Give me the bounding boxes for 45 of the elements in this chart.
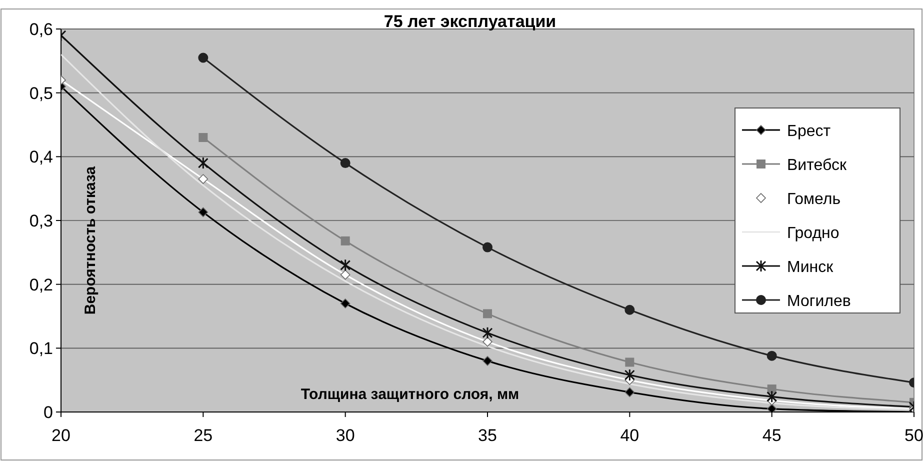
y-tick-label: 0,2 — [29, 275, 53, 294]
legend-label: Гомель — [787, 191, 841, 208]
point — [198, 133, 208, 142]
x-tick-label: 30 — [336, 426, 355, 445]
point — [482, 356, 492, 366]
y-tick-label: 0,1 — [29, 339, 53, 358]
point — [482, 326, 493, 340]
point — [340, 236, 350, 246]
point — [766, 390, 778, 403]
point — [198, 156, 208, 170]
point — [198, 174, 208, 184]
y-tick-label: 0,3 — [29, 212, 53, 230]
y-axis-title: Вероятность отказа — [82, 166, 99, 315]
point — [340, 270, 350, 280]
legend-label: Минск — [787, 259, 834, 276]
point — [624, 387, 635, 398]
point — [766, 350, 777, 361]
x-tick-label: 25 — [194, 426, 213, 445]
x-axis-title: Толщина защитного слоя, мм — [300, 386, 520, 403]
legend-label: Витебск — [787, 157, 848, 174]
point — [766, 404, 777, 412]
point — [482, 336, 492, 347]
legend-label: Гродно — [787, 225, 840, 242]
point — [482, 242, 492, 252]
x-tick-label: 50 — [904, 426, 923, 445]
y-tick-label: 0,4 — [29, 148, 53, 167]
x-tick-label: 45 — [762, 426, 782, 445]
y-tick-label: 0 — [44, 403, 53, 422]
point — [624, 368, 635, 382]
legend-label: Брест — [787, 123, 832, 140]
y-tick-label: 0,5 — [29, 84, 53, 103]
point — [483, 309, 492, 318]
x-tick-label: 35 — [478, 426, 497, 445]
point — [198, 52, 208, 63]
x-tick-label: 40 — [620, 426, 640, 445]
point — [198, 207, 208, 218]
chart-title: 75 лет эксплуатации — [384, 12, 556, 31]
point — [340, 298, 350, 308]
point — [624, 304, 635, 315]
y-tick-label: 0,6 — [29, 20, 53, 39]
point — [340, 158, 350, 168]
point — [340, 258, 351, 272]
point — [625, 358, 634, 367]
legend-label: Могилев — [787, 293, 851, 310]
x-tick-label: 20 — [52, 426, 70, 445]
